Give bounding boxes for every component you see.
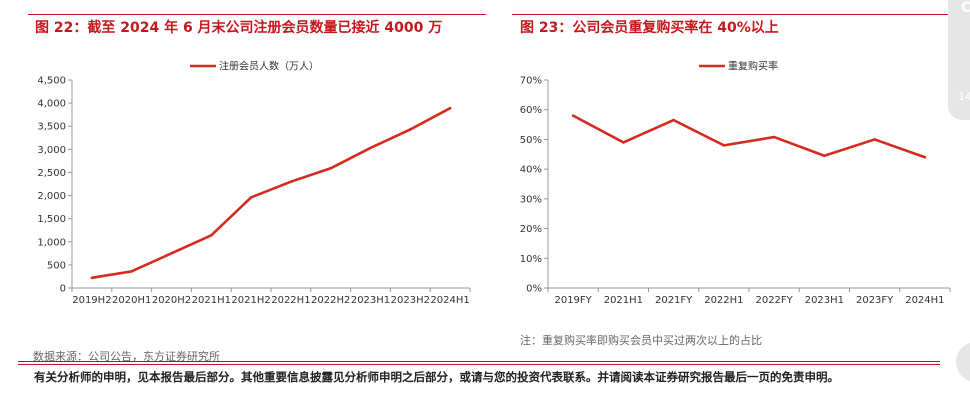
- side-floating-panel[interactable]: [948, 0, 970, 120]
- data-point: [329, 166, 333, 170]
- x-tick-label: 2020H2: [152, 295, 191, 306]
- data-point: [210, 234, 213, 237]
- x-tick-label: 2019FY: [554, 295, 592, 306]
- data-point: [289, 180, 293, 183]
- y-tick-label: 3,000: [37, 145, 66, 156]
- legend-label: 重复购买率: [728, 60, 778, 73]
- data-point: [823, 154, 826, 158]
- data-point: [170, 252, 173, 255]
- data-point: [873, 138, 876, 141]
- data-point: [571, 114, 575, 117]
- data-point: [722, 144, 726, 147]
- y-tick-label: 70%: [520, 76, 542, 87]
- data-point: [369, 146, 372, 150]
- y-tick-label: 0%: [526, 284, 542, 295]
- series-line: [91, 107, 451, 280]
- side-page-number: 14: [958, 90, 970, 103]
- left-chart: 0 500 1,000 1,500 2,000 2,500 3,000 3,500 4,000 4…: [37, 60, 471, 306]
- data-point: [448, 106, 452, 110]
- data-point: [672, 118, 675, 122]
- footer-disclaimer: 有关分析师的申明，见本报告最后部分。其他重要信息披露见分析师申明之后部分，或请与…: [34, 370, 839, 384]
- x-tick-label: 2023H1: [351, 295, 390, 306]
- y-tick-label: 30%: [520, 194, 542, 205]
- series-line: [572, 114, 926, 159]
- data-point: [923, 155, 927, 159]
- data-point: [409, 128, 412, 131]
- right-chart: 0% 10% 20% 30% 40% 50% 60% 70% 2019FY 2021H1 2021F…: [520, 60, 951, 306]
- x-tick-label: 2023H1: [805, 295, 844, 306]
- data-point: [772, 135, 776, 139]
- y-tick-label: 500: [47, 260, 66, 271]
- x-tick-label: 2021FY: [655, 295, 693, 306]
- x-tick-label: 2021H2: [231, 295, 270, 306]
- left-source-note: 数据来源：公司公告，东方证券研究所: [33, 350, 220, 363]
- left-title-rule: [28, 14, 486, 15]
- y-tick-label: 50%: [520, 135, 542, 146]
- right-title-rule: [512, 14, 950, 15]
- data-point: [249, 196, 253, 199]
- x-tick-label: 2022H1: [271, 295, 310, 306]
- x-tick-label: 2024H1: [905, 295, 944, 306]
- data-point: [622, 141, 625, 144]
- y-tick-label: 2,000: [37, 191, 66, 202]
- x-tick-label: 2022H2: [311, 295, 350, 306]
- x-tick-label: 2021H1: [192, 295, 231, 306]
- y-tick-label: 1,000: [37, 237, 66, 248]
- y-tick-label: 60%: [520, 105, 542, 116]
- y-tick-label: 3,500: [37, 122, 66, 133]
- circle-letter-icon: C: [961, 0, 970, 16]
- y-tick-label: 4,500: [37, 76, 66, 87]
- left-figure-title: 图 22：截至 2024 年 6 月末公司注册会员数量已接近 4000 万: [35, 20, 443, 36]
- legend-label: 注册会员人数（万人）: [219, 60, 319, 73]
- data-point: [130, 270, 133, 273]
- y-tick-label: 40%: [520, 165, 542, 176]
- y-tick-label: 1,500: [37, 214, 66, 225]
- x-tick-label: 2021H1: [604, 295, 643, 306]
- right-footnote: 注：重复购买率即购买会员中买过两次以上的占比: [520, 334, 762, 347]
- data-point: [90, 276, 94, 280]
- right-figure-title: 图 23：公司会员重复购买率在 40%以上: [520, 20, 779, 36]
- footer-rule-bottom: [18, 364, 940, 365]
- footer-rule-top: [18, 361, 940, 362]
- x-tick-label: 2023FY: [856, 295, 894, 306]
- y-tick-label: 10%: [520, 254, 542, 265]
- x-tick-label: 2022H1: [704, 295, 743, 306]
- y-tick-label: 0: [60, 284, 66, 295]
- x-tick-label: 2019H2: [72, 295, 111, 306]
- x-tick-label: 2022FY: [755, 295, 793, 306]
- x-tick-label: 2020H1: [112, 295, 151, 306]
- y-tick-label: 20%: [520, 224, 542, 235]
- x-tick-label: 2024H1: [430, 295, 469, 306]
- y-tick-label: 2,500: [37, 168, 66, 179]
- x-tick-label: 2023H2: [391, 295, 430, 306]
- side-scroll-button[interactable]: [956, 342, 970, 382]
- y-tick-label: 4,000: [37, 99, 66, 110]
